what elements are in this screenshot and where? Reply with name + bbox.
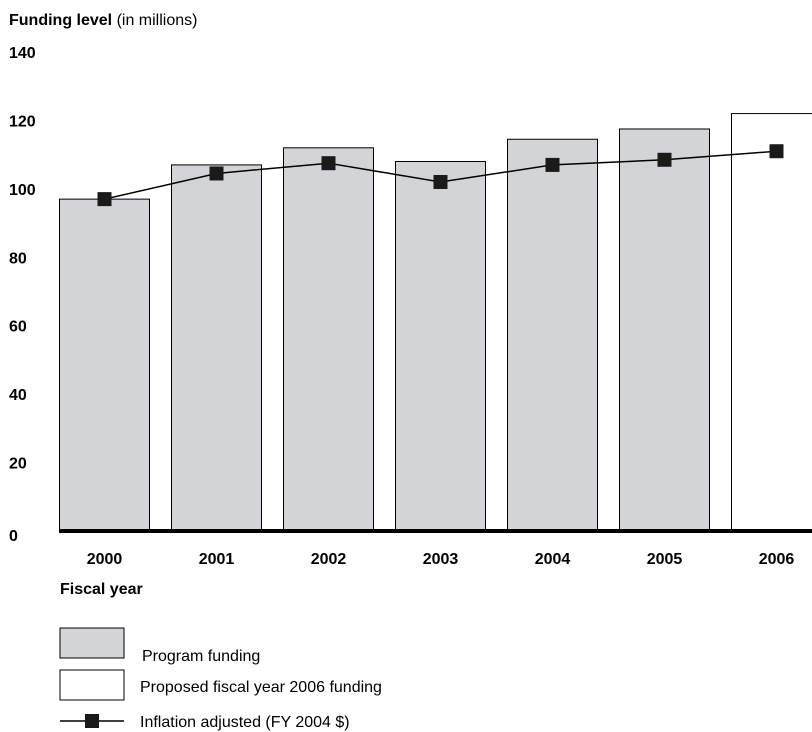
inflation-point-2003 [433, 175, 448, 190]
y-axis-title-bold: Funding level [9, 12, 112, 29]
program-bar-2001 [171, 164, 262, 532]
program-bar-2004 [507, 138, 598, 532]
program-bar-2005 [619, 128, 710, 532]
inflation-point-2000 [97, 192, 112, 207]
x-tick-label-2004: 2004 [535, 551, 571, 568]
inflation-point-2002 [321, 156, 336, 171]
x-axis-title: Fiscal year [60, 581, 143, 598]
bars [59, 113, 812, 532]
program-bar-2003 [395, 160, 486, 532]
x-tick-label-2000: 2000 [87, 551, 123, 568]
inflation-point-2001 [209, 166, 224, 181]
y-tick-label: 120 [9, 113, 36, 130]
legend-marker-inflation [85, 714, 99, 728]
legend-label-inflation: Inflation adjusted (FY 2004 $) [140, 714, 350, 731]
x-tick-label-2006: 2006 [759, 551, 795, 568]
inflation-line-group [97, 144, 784, 207]
program-bar-2002 [283, 147, 374, 532]
x-tick-label-2002: 2002 [311, 551, 347, 568]
y-tick-label: 140 [9, 45, 36, 62]
y-tick-label: 80 [9, 250, 27, 267]
x-tick-label-2001: 2001 [199, 551, 235, 568]
y-tick-label: 60 [9, 319, 27, 336]
legend-swatch-proposed [59, 669, 125, 701]
y-tick-label: 100 [9, 182, 36, 199]
x-tick-label-2003: 2003 [423, 551, 459, 568]
inflation-point-2005 [657, 152, 672, 167]
program-bar-2000 [59, 198, 150, 532]
y-tick-label: 20 [9, 456, 27, 473]
inflation-point-2006 [769, 144, 784, 159]
legend: Program funding Proposed fiscal year 2006… [59, 627, 382, 731]
y-axis-title: Funding level (in millions) [9, 12, 197, 29]
legend-label-program: Program funding [142, 648, 260, 665]
legend-label-proposed: Proposed fiscal year 2006 funding [140, 679, 382, 696]
y-tick-label: 0 [9, 528, 18, 545]
x-axis-ticks: 2000 2001 2002 2003 2004 2005 2006 [87, 551, 795, 568]
x-tick-label-2005: 2005 [647, 551, 683, 568]
legend-swatch-program [59, 627, 125, 659]
inflation-point-2004 [545, 157, 560, 172]
y-axis-title-rest: (in millions) [112, 12, 197, 29]
proposed-bar-2006 [731, 113, 812, 532]
y-axis-ticks: 0 20 40 60 80 100 120 140 [9, 45, 36, 545]
y-tick-label: 40 [9, 387, 27, 404]
